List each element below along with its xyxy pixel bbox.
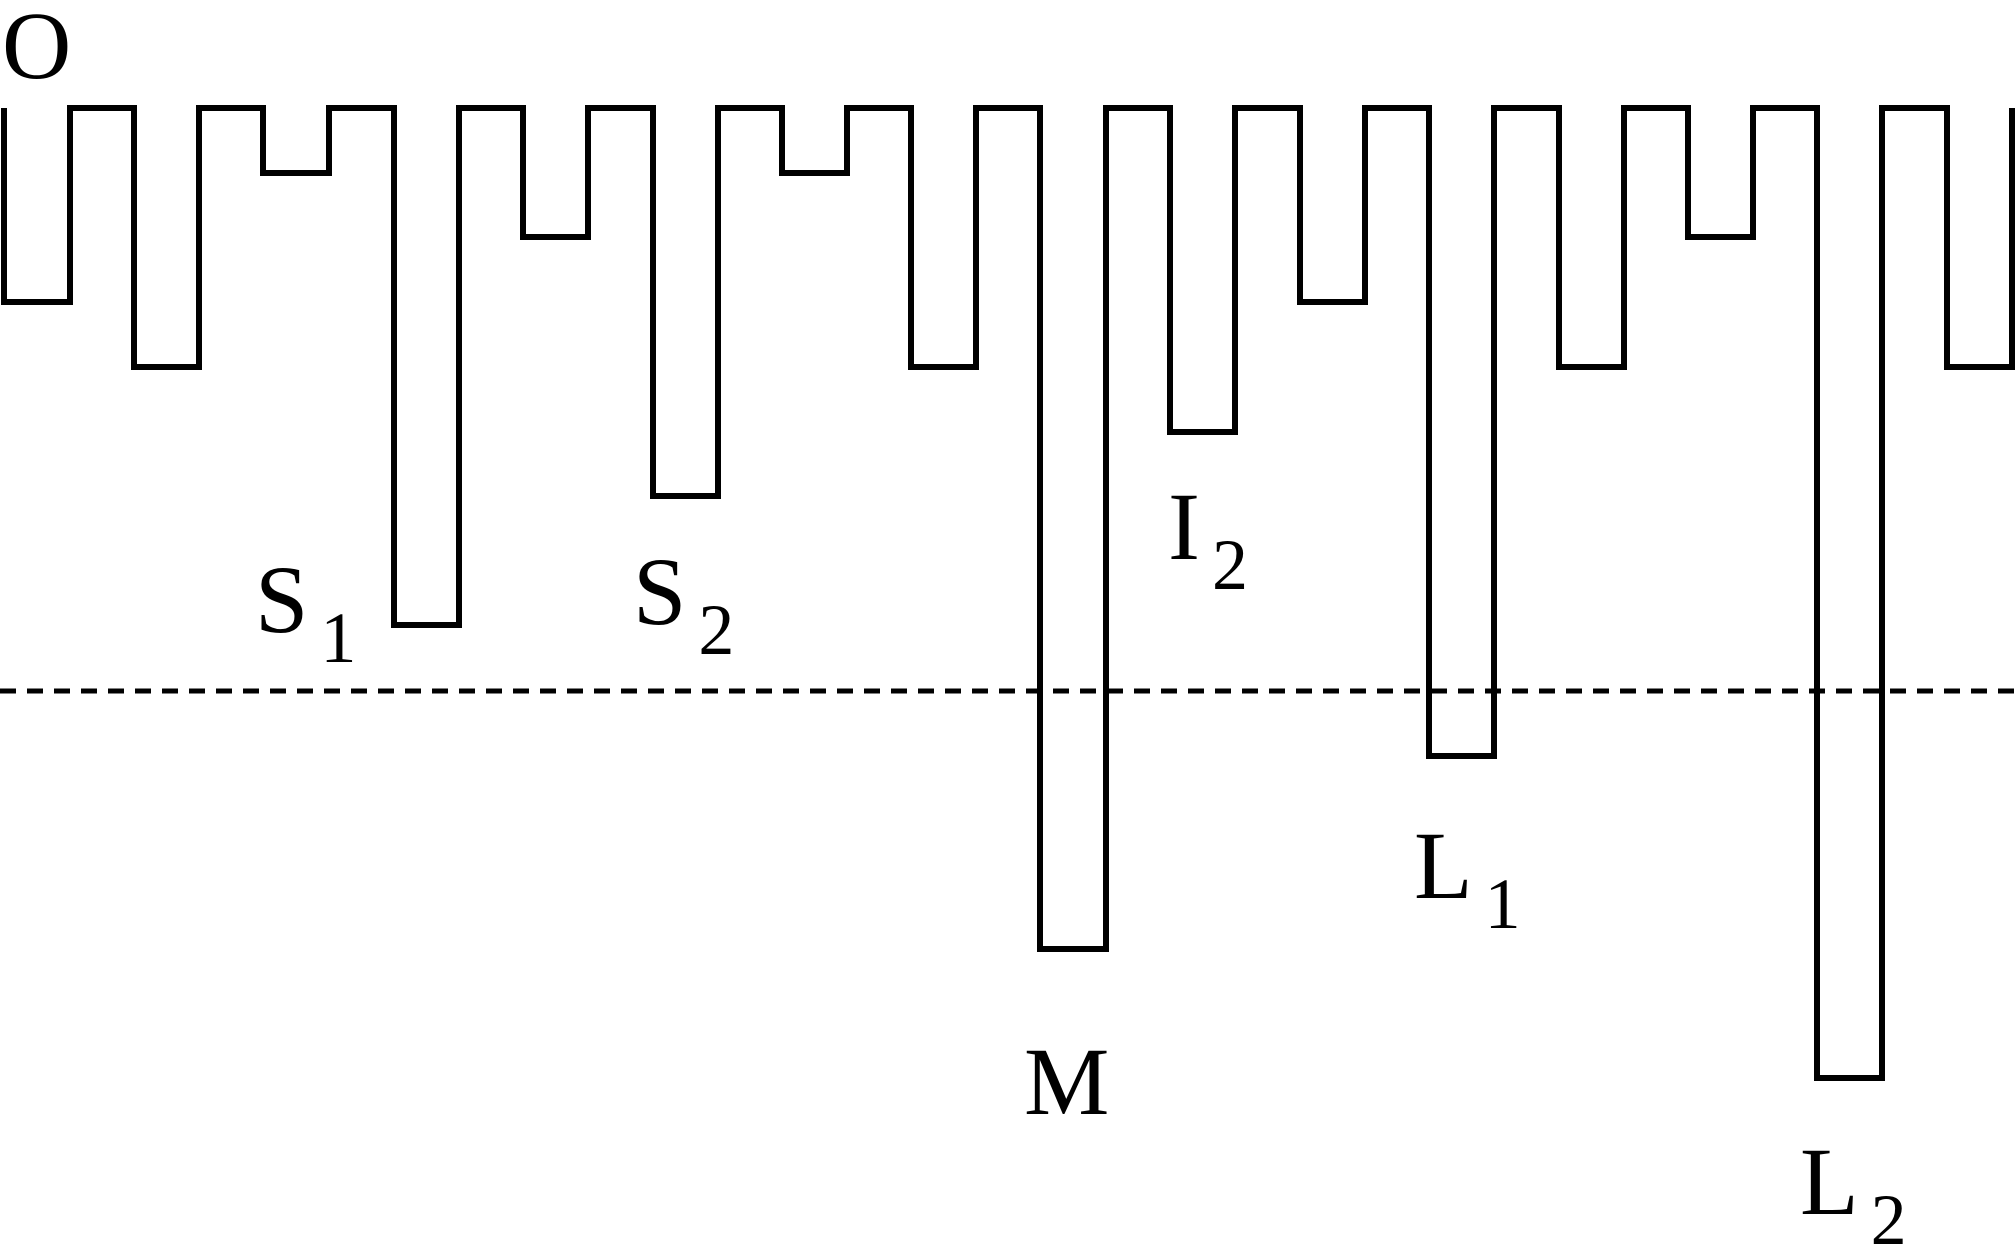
label-m: M xyxy=(1024,1034,1109,1130)
label-i2-subscript: 2 xyxy=(1211,525,1248,605)
origin-label: O xyxy=(2,0,72,99)
label-m-letter: M xyxy=(1024,1028,1110,1135)
label-l2-subscript: 2 xyxy=(1870,1180,1907,1260)
label-l1-letter: L xyxy=(1414,812,1473,919)
well-profile-line xyxy=(1,105,2015,1081)
label-s2-letter: S xyxy=(633,538,687,645)
label-s1-subscript: 1 xyxy=(320,598,357,678)
label-s2-subscript: 2 xyxy=(698,590,735,670)
label-i2-letter: I xyxy=(1168,473,1200,580)
label-s1-letter: S xyxy=(255,546,309,653)
label-l2-letter: L xyxy=(1800,1128,1859,1235)
label-l1-subscript: 1 xyxy=(1484,864,1521,944)
